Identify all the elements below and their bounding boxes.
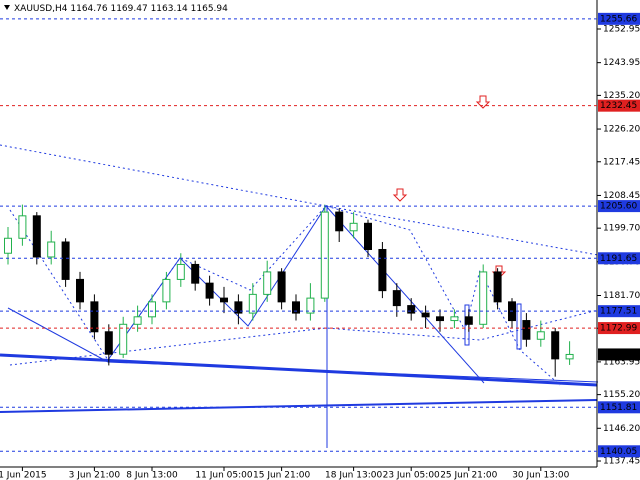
- candle-body: [119, 323, 128, 355]
- x-tick-label: 1 Jun 2015: [0, 471, 47, 480]
- channel-line: [9, 205, 561, 386]
- y-tick-label: 1235.20: [603, 91, 640, 101]
- candle-body: [536, 331, 545, 340]
- close-price: 1165.94: [191, 4, 228, 14]
- candle-body: [292, 301, 300, 314]
- candle-body: [176, 263, 185, 280]
- candle-body: [450, 316, 459, 322]
- candle-body: [205, 282, 214, 299]
- level-label: 1177.51: [600, 307, 637, 317]
- candle-body: [148, 301, 156, 318]
- candle-body: [320, 211, 329, 299]
- y-tick-label: 1163.95: [603, 357, 640, 367]
- candle-body: [335, 211, 344, 232]
- level-label-box: [598, 305, 640, 318]
- y-tick-label: 1137.45: [603, 457, 640, 467]
- candle-body: [234, 301, 243, 314]
- y-tick-label: 1181.70: [603, 291, 640, 301]
- candle-body: [364, 222, 372, 250]
- level-label-box: [598, 12, 640, 25]
- level-label: 1151.81: [600, 403, 637, 413]
- candle-body: [47, 241, 56, 258]
- level-label-box: [598, 322, 640, 335]
- candle-body: [90, 301, 99, 333]
- wave-line: [7, 307, 599, 383]
- candle-body: [277, 271, 286, 303]
- candle-body: [479, 271, 488, 325]
- x-tick-label: 30 Jun 13:00: [512, 471, 569, 480]
- candle-body: [263, 271, 272, 295]
- level-label: 1232.45: [600, 101, 637, 111]
- candle-body: [220, 297, 228, 303]
- x-tick-label: 8 Jun 13:00: [126, 471, 178, 480]
- candle-body: [407, 305, 416, 314]
- y-tick-label: 1243.95: [603, 58, 640, 68]
- level-label: 1205.60: [600, 202, 637, 212]
- x-tick-label: 23 Jun 05:00: [383, 471, 440, 480]
- y-tick-label: 1226.20: [603, 125, 640, 135]
- candle-body: [32, 215, 41, 258]
- low-price: 1163.14: [151, 4, 188, 14]
- level-label-box: [598, 252, 640, 265]
- candle-body: [349, 222, 358, 232]
- candle-body: [464, 316, 473, 325]
- sell-arrow: [475, 95, 491, 109]
- candle-body: [104, 331, 113, 355]
- candle-body: [306, 297, 315, 314]
- candle-body: [551, 331, 560, 360]
- candle-body: [76, 278, 84, 303]
- x-tick-label: 3 Jun 21:00: [69, 471, 121, 480]
- candle-body: [378, 248, 387, 292]
- candle-body: [522, 320, 531, 340]
- candle-body: [493, 271, 502, 303]
- level-label-box: [598, 200, 640, 213]
- high-price: 1169.47: [110, 4, 147, 14]
- level-label: 1191.65: [600, 254, 637, 264]
- candle-body: [191, 263, 200, 284]
- channel-line: [9, 309, 599, 366]
- x-tick-label: 15 Jun 21:00: [253, 471, 310, 480]
- y-tick-label: 1199.70: [603, 224, 640, 234]
- marker-box: [516, 303, 522, 350]
- trend-line: [0, 399, 598, 413]
- menu-triangle: [4, 5, 10, 10]
- x-tick-label: 25 Jun 21:00: [440, 471, 497, 480]
- y-tick-label: 1155.20: [603, 390, 640, 400]
- candle-body: [565, 353, 574, 360]
- x-tick-label: 11 Jun 05:00: [195, 471, 252, 480]
- candle-body: [392, 290, 401, 307]
- level-label-box: [598, 445, 640, 458]
- y-tick-label: 1146.20: [603, 424, 640, 434]
- current-price-box: [598, 348, 640, 361]
- candle-body: [4, 237, 12, 254]
- chart-header: XAUUSD,H4 1164.76 1169.47 1163.14 1165.9…: [14, 4, 228, 14]
- level-label: 1172.99: [600, 324, 637, 334]
- candle-body: [436, 316, 444, 322]
- level-label-box: [598, 99, 640, 112]
- candle-body: [248, 293, 257, 314]
- candle-body: [133, 316, 142, 325]
- level-label-box: [598, 401, 640, 414]
- symbol: XAUUSD,H4: [14, 4, 68, 14]
- current-price-label: 1165.94: [600, 350, 637, 360]
- candle-body: [421, 312, 430, 318]
- open-price: 1164.76: [70, 4, 107, 14]
- candle-body: [18, 215, 27, 239]
- candle-body: [162, 278, 171, 303]
- level-label: 1255.66: [600, 14, 637, 24]
- level-label: 1140.05: [600, 447, 637, 457]
- candle-body: [61, 241, 70, 280]
- y-tick-label: 1252.95: [603, 24, 640, 34]
- x-tick-label: 18 Jun 13:00: [325, 471, 382, 480]
- y-tick-label: 1217.45: [603, 157, 640, 167]
- sell-arrow: [392, 188, 408, 202]
- y-tick-label: 1208.45: [603, 191, 640, 201]
